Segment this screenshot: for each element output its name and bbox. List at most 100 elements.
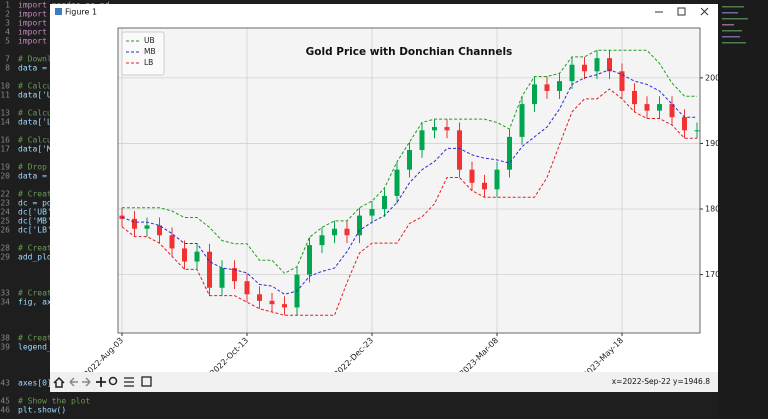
line-number: 19 [0, 163, 10, 172]
title-bar [50, 4, 718, 20]
code-line: # Calcul [18, 82, 57, 91]
back-button[interactable] [69, 377, 78, 387]
line-number: 7 [5, 55, 10, 64]
forward-button[interactable] [82, 377, 91, 387]
line-number: 28 [0, 244, 10, 253]
line-number: 39 [0, 343, 10, 352]
line-number: 24 [0, 208, 10, 217]
zoom-button[interactable] [108, 376, 118, 386]
y-tick-label: 1800 [705, 205, 725, 214]
line-number: 34 [0, 298, 10, 307]
legend-box [121, 31, 165, 76]
candle-body [244, 281, 250, 295]
candle-body [394, 169, 400, 196]
close-button[interactable] [700, 7, 709, 16]
line-number: 8 [5, 64, 10, 73]
candle-body [694, 130, 700, 132]
candle-body [569, 64, 575, 82]
candle-body [544, 84, 550, 91]
candle-body [169, 235, 175, 249]
code-line: import ma [18, 37, 62, 46]
line-number: 1 [5, 1, 10, 10]
channel-line [121, 69, 697, 295]
candle-body [257, 294, 262, 301]
minimap-line [722, 30, 742, 32]
line-number: 25 [0, 217, 10, 226]
line-number: 23 [0, 199, 10, 208]
maximize-button[interactable] [677, 7, 686, 16]
candle-body [494, 169, 500, 190]
candle-body [444, 127, 450, 131]
candle-body [282, 304, 287, 308]
candle-body [369, 209, 375, 216]
code-line: axes[0].l [18, 379, 62, 388]
save-button[interactable] [141, 376, 152, 387]
configure-button[interactable] [124, 377, 134, 387]
candle-body [482, 182, 487, 190]
line-number: 43 [0, 379, 10, 388]
code-line: import y [18, 10, 57, 19]
line-number: 11 [0, 91, 10, 100]
pan-button[interactable] [96, 377, 106, 387]
channel-line [121, 88, 697, 316]
candle-body [157, 225, 162, 236]
y-tick-label: 2000 [705, 73, 725, 82]
code-line: # Create [18, 190, 57, 199]
toolbar [50, 372, 718, 392]
line-number: 13 [0, 109, 10, 118]
minimap [718, 0, 768, 419]
candle-body [669, 104, 675, 118]
line-number: 17 [0, 145, 10, 154]
channel-line [122, 49, 697, 274]
line-number: 3 [5, 19, 10, 28]
candle-body [644, 104, 650, 111]
candle-body [269, 300, 275, 305]
candle-body [432, 127, 437, 131]
line-number: 33 [0, 289, 10, 298]
code-line: dc = pd.D [18, 199, 62, 208]
line-number: 10 [0, 82, 10, 91]
status-text: x=2022-Sep-22 y=1946.8 [612, 377, 710, 386]
candle-body [594, 58, 600, 72]
legend-label: LB [144, 58, 153, 67]
line-number: 16 [0, 136, 10, 145]
line-number: 22 [0, 190, 10, 199]
candle-body [319, 235, 325, 246]
line-number: 29 [0, 253, 10, 262]
candle-body [519, 104, 525, 137]
line-number: 26 [0, 226, 10, 235]
code-line: fig, axes [18, 298, 62, 307]
minimap-line [722, 24, 734, 26]
y-tick-label: 1900 [705, 139, 725, 148]
candle-body [132, 218, 137, 229]
code-line: dc['UB'] [18, 208, 57, 217]
candle-body [419, 130, 425, 150]
candle-body [582, 64, 587, 72]
y-tick-label: 1700 [705, 270, 725, 279]
candle-body [194, 251, 200, 262]
code-line: # Calcul [18, 109, 57, 118]
home-button[interactable] [53, 376, 65, 388]
line-number: 46 [0, 406, 10, 415]
candle-body [332, 228, 337, 236]
minimap-background [718, 0, 768, 419]
axes-frame [117, 27, 701, 334]
code-line: # Drop th [18, 163, 62, 172]
code-line: legend_li [18, 343, 62, 352]
code-line: # Create [18, 289, 57, 298]
code-line: import y [18, 19, 57, 28]
chart-title: Gold Price with Donchian Channels [306, 46, 513, 58]
candle-body [607, 58, 612, 72]
legend-label: MB [144, 47, 156, 56]
code-line: add_plots [18, 253, 62, 262]
candle-body [557, 81, 562, 91]
candle-body [232, 268, 237, 282]
code-line: data = y [18, 64, 57, 73]
line-number: 2 [5, 10, 10, 19]
candle-body [657, 104, 662, 111]
